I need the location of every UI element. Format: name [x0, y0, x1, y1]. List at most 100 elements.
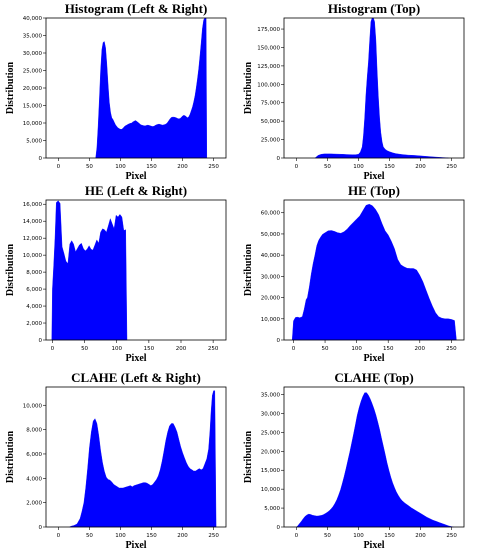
x-tick-label: 50	[324, 164, 331, 170]
chart-panel-4: 0 50 100 150 200 250 0 10,000 20,000 30,000 40,000…	[243, 183, 465, 364]
x-tick-label: 0	[57, 164, 61, 170]
chart-panel-3: 0 50 100 150 200 250 0 2,000 4,000 6,000 8,000 10,0…	[5, 183, 227, 364]
x-tick-label: 150	[384, 533, 395, 539]
histogram-area	[95, 17, 208, 159]
y-tick-label: 25,000	[23, 69, 43, 75]
y-tick-label: 60,000	[261, 211, 281, 217]
y-tick-label: 2,000	[26, 321, 42, 327]
y-tick-label: 2,000	[26, 501, 42, 507]
chart-title: HE (Top)	[348, 183, 400, 198]
y-tick-label: 20,000	[261, 449, 281, 455]
y-tick-label: 35,000	[261, 393, 281, 399]
x-tick-label: 0	[57, 533, 61, 539]
y-tick-label: 50,000	[261, 119, 281, 125]
x-tick-label: 0	[51, 346, 55, 352]
x-tick-label: 100	[115, 164, 126, 170]
y-axis-label: Distribution	[243, 430, 254, 483]
y-tick-label: 6,000	[26, 287, 42, 293]
y-tick-label: 0	[39, 156, 43, 162]
y-tick-label: 30,000	[261, 411, 281, 417]
y-tick-label: 4,000	[26, 476, 42, 482]
x-tick-label: 0	[295, 533, 299, 539]
chart-title: Histogram (Left & Right)	[65, 1, 208, 16]
x-tick-label: 150	[146, 533, 157, 539]
y-tick-label: 25,000	[261, 430, 281, 436]
x-tick-label: 250	[208, 164, 219, 170]
y-tick-label: 30,000	[23, 51, 43, 57]
y-tick-label: 100,000	[257, 82, 280, 88]
x-tick-label: 200	[177, 164, 188, 170]
chart-title: HE (Left & Right)	[85, 183, 187, 198]
x-tick-label: 200	[415, 164, 426, 170]
x-tick-label: 250	[446, 533, 457, 539]
y-tick-label: 10,000	[23, 253, 43, 259]
x-tick-label: 50	[324, 533, 331, 539]
x-tick-label: 150	[383, 346, 394, 352]
histogram-area	[68, 390, 217, 528]
x-tick-label: 50	[322, 346, 329, 352]
y-tick-label: 125,000	[257, 64, 280, 70]
plot-frame	[283, 17, 465, 159]
x-tick-label: 100	[111, 346, 122, 352]
x-tick-label: 100	[353, 164, 364, 170]
y-tick-label: 6,000	[26, 452, 42, 458]
x-tick-label: 150	[146, 164, 157, 170]
plot-frame	[45, 199, 227, 341]
histogram-area	[295, 392, 454, 528]
x-tick-label: 0	[292, 346, 296, 352]
y-tick-label: 40,000	[261, 253, 281, 259]
histogram-area	[314, 17, 449, 159]
y-tick-label: 0	[39, 525, 43, 531]
x-tick-label: 150	[144, 346, 155, 352]
x-axis-label: Pixel	[363, 171, 384, 182]
x-axis-label: Pixel	[125, 540, 146, 550]
x-tick-label: 100	[351, 346, 362, 352]
histogram-area	[51, 200, 128, 341]
y-tick-label: 0	[39, 338, 43, 344]
y-tick-label: 150,000	[257, 45, 280, 51]
y-tick-label: 175,000	[257, 27, 280, 33]
x-axis-label: Pixel	[363, 353, 384, 364]
y-axis-label: Distribution	[5, 243, 16, 296]
chart-title: Histogram (Top)	[328, 1, 420, 16]
y-tick-label: 10,000	[261, 487, 281, 493]
y-tick-label: 10,000	[23, 121, 43, 127]
x-tick-label: 50	[81, 346, 88, 352]
histogram-area	[291, 203, 457, 341]
x-tick-label: 150	[384, 164, 395, 170]
y-tick-label: 50,000	[261, 232, 281, 238]
x-tick-label: 50	[86, 164, 93, 170]
y-tick-label: 16,000	[23, 202, 43, 208]
x-tick-label: 100	[115, 533, 126, 539]
y-tick-label: 8,000	[26, 270, 42, 276]
y-tick-label: 5,000	[264, 506, 280, 512]
y-tick-label: 5,000	[26, 139, 42, 145]
x-tick-label: 250	[208, 533, 219, 539]
y-tick-label: 40,000	[23, 16, 43, 22]
x-axis-label: Pixel	[125, 171, 146, 182]
y-tick-label: 14,000	[23, 219, 43, 225]
x-tick-label: 50	[86, 533, 93, 539]
x-tick-label: 200	[176, 346, 187, 352]
chart-panel-6: 0 50 100 150 200 250 0 5,000 10,000 15,000 20,000 2…	[243, 370, 465, 550]
y-tick-label: 0	[277, 156, 281, 162]
y-tick-label: 12,000	[23, 236, 43, 242]
y-tick-label: 8,000	[26, 428, 42, 434]
y-tick-label: 75,000	[261, 101, 281, 107]
y-tick-label: 15,000	[23, 104, 43, 110]
y-tick-label: 20,000	[261, 296, 281, 302]
x-tick-label: 100	[353, 533, 364, 539]
x-tick-label: 200	[415, 346, 426, 352]
x-tick-label: 250	[446, 346, 457, 352]
y-tick-label: 0	[277, 525, 281, 531]
chart-title: CLAHE (Top)	[334, 370, 413, 385]
chart-panel-5: 0 50 100 150 200 250 0 2,000 4,000 6,000 8,000 10,0…	[5, 370, 227, 550]
y-tick-label: 25,000	[261, 138, 281, 144]
y-axis-label: Distribution	[243, 61, 254, 114]
chart-title: CLAHE (Left & Right)	[71, 370, 201, 385]
y-tick-label: 20,000	[23, 86, 43, 92]
y-tick-label: 35,000	[23, 34, 43, 40]
y-tick-label: 0	[277, 338, 281, 344]
x-axis-label: Pixel	[125, 353, 146, 364]
